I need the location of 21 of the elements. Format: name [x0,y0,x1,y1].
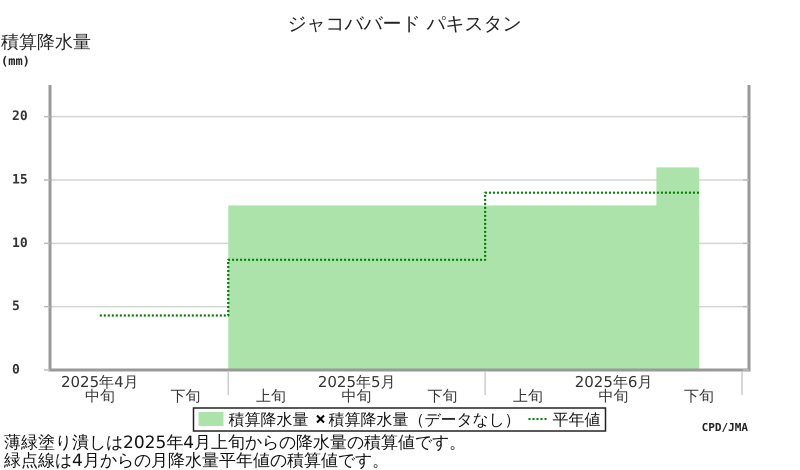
legend-label: 平年値 [552,410,600,429]
x-tick-label: 上旬 [256,387,286,405]
x-tick-label: 下旬 [684,387,714,405]
x-tick-label: 2025年6月中旬 [574,373,652,405]
text: CPD/JMA [702,421,748,434]
y-tick-label: 10 [12,236,28,251]
x-tick-label: 下旬 [427,387,458,405]
text: 緑点線は4月からの月降水量平年値の積算値です。 [3,451,389,470]
y-tick-label: 20 [12,109,28,124]
y-tick-label: 0 [12,362,20,378]
x-tick-label: 下旬 [170,387,200,405]
x-tick-label: 2025年4月中旬 [60,373,139,405]
chart-title: ジャコババード パキスタン [287,13,522,35]
x-tick-label: 2025年5月中旬 [318,373,396,405]
legend-label: 積算降水量（データなし） [328,410,520,429]
legend-label: 積算降水量 [228,410,308,429]
y-tick-label: 5 [12,299,20,314]
y-tick-label: 15 [12,172,28,188]
x-tick-label: 上旬 [512,387,543,405]
y-axis-title: 積算降水量(mm) [1,32,91,68]
text: 薄緑塗り潰しは2025年4月上旬からの降水量の積算値です。 [4,433,466,453]
